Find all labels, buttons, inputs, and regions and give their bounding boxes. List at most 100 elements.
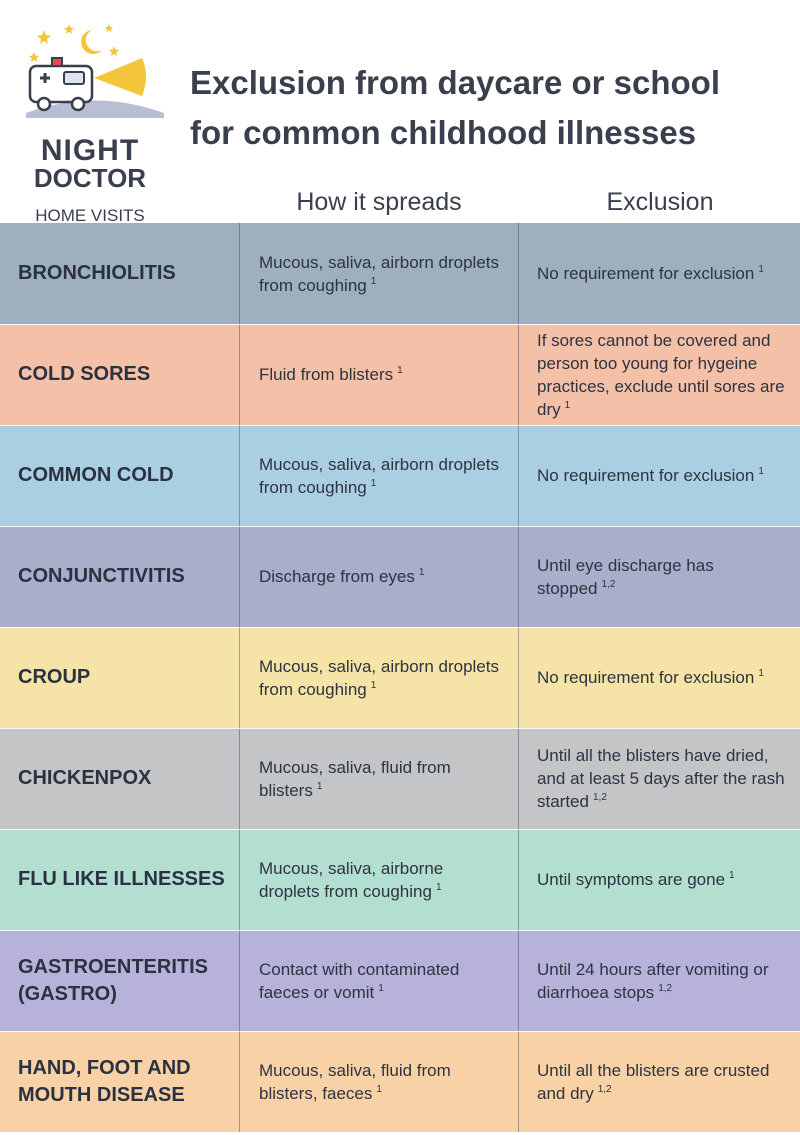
exclusion-cell: No requirement for exclusion 1 (519, 223, 800, 324)
citation-ref: 1 (758, 466, 764, 478)
row-divider (0, 1031, 800, 1032)
table-row: CROUP Mucous, saliva, airborn droplets fr… (0, 627, 800, 728)
citation-ref: 1 (370, 477, 377, 489)
exclusion-cell-text: No requirement for exclusion (537, 668, 755, 687)
table-row: FLU LIKE ILLNESSES Mucous, saliva, airbor… (0, 829, 800, 930)
illness-name-text: COLD SORES (18, 363, 151, 385)
exclusion-cell: Until 24 hours after vomiting or diarrho… (519, 930, 800, 1031)
exclusion-cell-text: No requirement for exclusion (537, 264, 755, 283)
exclusion-cell-text: Until all the blisters are crusted and d… (537, 1060, 770, 1103)
table-row: HAND, FOOT AND MOUTH DISEASE Mucous, sali… (0, 1031, 800, 1132)
row-divider (0, 324, 800, 325)
exclusion-cell-text: Until all the blisters have dried, and a… (537, 746, 785, 811)
page-title: Exclusion from daycare or school for com… (190, 58, 790, 158)
spread-cell: Mucous, saliva, fluid from blisters, fae… (240, 1031, 519, 1132)
spread-cell-text: Mucous, saliva, fluid from blisters, fae… (259, 1060, 451, 1103)
illness-name-text: HAND, FOOT AND MOUTH DISEASE (18, 1056, 191, 1106)
table-row: CHICKENPOX Mucous, saliva, fluid from bli… (0, 728, 800, 829)
illness-name-text: GASTROENTERITIS (GASTRO) (18, 955, 209, 1005)
exclusion-cell-text: Until eye discharge has stopped (537, 555, 714, 598)
citation-ref: 1 (376, 1083, 382, 1095)
spread-cell: Mucous, saliva, airborn droplets from co… (240, 223, 519, 324)
spread-cell-text: Contact with contaminated faeces or vomi… (259, 959, 460, 1002)
row-divider (0, 526, 800, 527)
row-divider (0, 627, 800, 628)
illness-name: BRONCHIOLITIS (0, 223, 240, 324)
illness-table: BRONCHIOLITIS Mucous, saliva, airborn dro… (0, 223, 800, 1135)
citation-ref: 1 (564, 399, 571, 411)
illness-name: GASTROENTERITIS (GASTRO) (0, 930, 240, 1031)
exclusion-cell: No requirement for exclusion 1 (519, 627, 800, 728)
row-divider (0, 425, 800, 426)
illness-name: CROUP (0, 627, 240, 728)
illness-name-text: CHICKENPOX (18, 767, 152, 789)
brand-tagline: HOME VISITS (35, 206, 145, 225)
spread-cell-text: Fluid from blisters (259, 365, 394, 384)
citation-ref: 1 (370, 679, 377, 691)
illness-name-text: CONJUNCTIVITIS (18, 565, 185, 587)
spread-cell: Contact with contaminated faeces or vomi… (240, 930, 519, 1031)
illness-name-text: COMMON COLD (18, 464, 174, 486)
column-header-exclusion: Exclusion (606, 188, 714, 216)
row-divider (0, 728, 800, 729)
exclusion-cell: Until all the blisters are crusted and d… (519, 1031, 800, 1132)
title-line1: Exclusion from daycare or school (190, 64, 720, 101)
illness-name: CHICKENPOX (0, 728, 240, 829)
citation-ref: 1 (370, 275, 377, 287)
spread-cell-text: Mucous, saliva, airborne droplets from c… (259, 858, 444, 901)
exclusion-cell: If sores cannot be covered and person to… (519, 324, 800, 425)
citation-ref: 1 (758, 264, 764, 276)
exclusion-cell: Until eye discharge has stopped 1,2 (519, 526, 800, 627)
citation-ref: 1 (435, 881, 442, 893)
exclusion-cell: No requirement for exclusion 1 (519, 425, 800, 526)
row-divider (0, 829, 800, 830)
ambulance-moon-icon (26, 24, 164, 118)
exclusion-cell-text: Until 24 hours after vomiting or diarrho… (537, 959, 769, 1002)
brand-name-line1: NIGHT (40, 134, 140, 167)
table-row: COMMON COLD Mucous, saliva, airborn dropl… (0, 425, 800, 526)
spread-cell: Mucous, saliva, airborn droplets from co… (240, 627, 519, 728)
citation-ref: 1 (397, 365, 403, 377)
spread-cell: Discharge from eyes 1 (240, 526, 519, 627)
illness-name-text: CROUP (18, 666, 91, 688)
page-header: NIGHT DOCTOR HOME VISITS Exclusion from … (0, 0, 800, 225)
illness-name-text: FLU LIKE ILLNESSES (18, 868, 225, 890)
illness-name-text: BRONCHIOLITIS (18, 262, 176, 284)
row-divider (0, 930, 800, 931)
title-line2: for common childhood illnesses (190, 114, 697, 151)
citation-ref: 1 (378, 982, 384, 994)
spread-cell-text: Mucous, saliva, airborn droplets from co… (259, 656, 500, 699)
spread-cell: Mucous, saliva, airborn droplets from co… (240, 425, 519, 526)
table-row: COLD SORES Fluid from blisters 1 If sores c… (0, 324, 800, 425)
spread-cell-text: Mucous, saliva, fluid from blisters (259, 757, 451, 800)
column-header-spread: How it spreads (296, 188, 462, 216)
spread-cell: Mucous, saliva, fluid from blisters 1 (240, 728, 519, 829)
illness-name: COMMON COLD (0, 425, 240, 526)
exclusion-cell-text: If sores cannot be covered and person to… (537, 330, 785, 419)
citation-ref: 1 (729, 870, 735, 882)
illness-name: HAND, FOOT AND MOUTH DISEASE (0, 1031, 240, 1132)
citation-ref: 1,2 (597, 1083, 612, 1095)
citation-ref: 1 (758, 668, 764, 680)
spread-cell: Fluid from blisters 1 (240, 324, 519, 425)
citation-ref: 1,2 (592, 792, 607, 804)
spread-cell: Mucous, saliva, airborne droplets from c… (240, 829, 519, 930)
exclusion-cell: Until symptoms are gone 1 (519, 829, 800, 930)
citation-ref: 1,2 (658, 982, 673, 994)
illness-name: CONJUNCTIVITIS (0, 526, 240, 627)
citation-ref: 1 (418, 567, 425, 579)
exclusion-cell-text: No requirement for exclusion (537, 466, 755, 485)
spread-cell-text: Mucous, saliva, airborn droplets from co… (259, 252, 500, 295)
exclusion-cell: Until all the blisters have dried, and a… (519, 728, 800, 829)
spread-cell-text: Mucous, saliva, airborn droplets from co… (259, 454, 500, 497)
exclusion-cell-text: Until symptoms are gone (537, 870, 726, 889)
spread-cell-text: Discharge from eyes (259, 567, 415, 586)
table-row: BRONCHIOLITIS Mucous, saliva, airborn dro… (0, 223, 800, 324)
brand-name-line2: DOCTOR (33, 163, 147, 193)
night-doctor-logo: NIGHT DOCTOR HOME VISITS (14, 18, 164, 225)
table-row: CONJUNCTIVITIS Discharge from eyes 1 Until … (0, 526, 800, 627)
illness-name: FLU LIKE ILLNESSES (0, 829, 240, 930)
illness-name: COLD SORES (0, 324, 240, 425)
table-row: GASTROENTERITIS (GASTRO) Contact with con… (0, 930, 800, 1031)
citation-ref: 1 (316, 780, 323, 792)
